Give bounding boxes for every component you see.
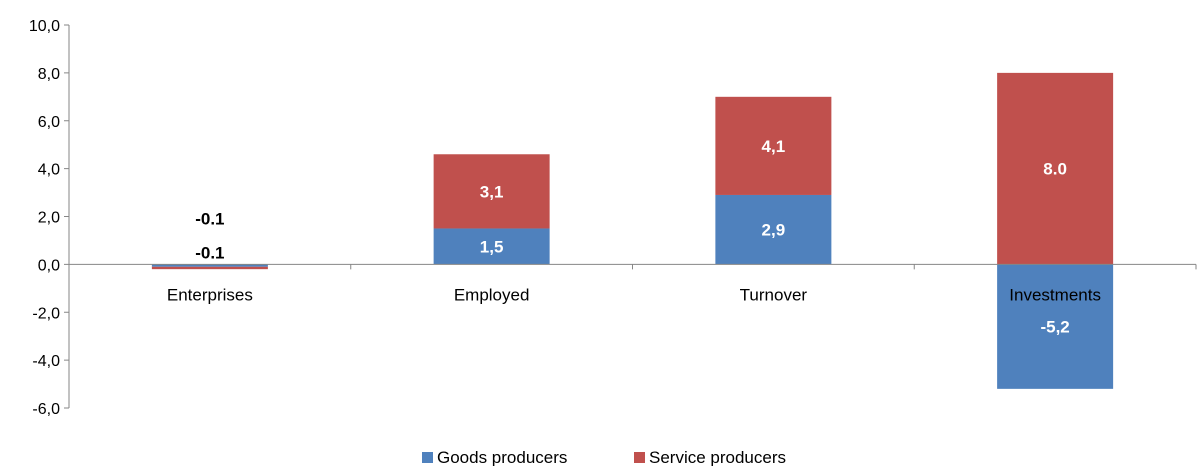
data-label: -5,2 [1040,318,1069,337]
bar-service-producers [151,266,268,270]
bar-service-producers [433,154,550,229]
y-tick-label: 2,0 [38,210,60,227]
y-axis: -6,0 -4,0 -2,0 0,0 2,0 4,0 6,0 8,0 10,0 [29,18,70,418]
bar-service-producers [715,96,832,195]
category-label: Enterprises [167,285,253,304]
legend-swatch-goods [422,452,433,463]
bar-service-producers [997,72,1114,265]
x-axis: Enterprises Employed Turnover Investments [68,263,1197,304]
data-label: 2,9 [762,221,786,240]
data-label: 4,1 [762,137,786,156]
category-label: Employed [454,285,530,304]
data-labels: -0.1 -0.1 1,5 3,1 2,9 4,1 -5,2 8.0 [195,137,1070,337]
legend-label-goods: Goods producers [437,448,567,466]
legend-swatch-service [634,452,645,463]
y-tick-label: 6,0 [38,114,60,131]
data-label: 1,5 [480,237,504,256]
y-tick-label: -2,0 [32,305,60,322]
category-label: Investments [1009,285,1101,304]
data-label: -0.1 [195,243,224,262]
bar-goods-producers [997,264,1114,389]
y-tick-label: 8,0 [38,66,60,83]
category-label: Turnover [740,285,808,304]
y-tick-label: -6,0 [32,401,60,418]
bar-goods-producers [433,228,550,265]
data-label: -0.1 [195,209,224,228]
bars [151,72,1114,389]
data-label: 8.0 [1043,160,1067,179]
data-label: 3,1 [480,182,504,201]
y-tick-label: 4,0 [38,162,60,179]
legend-label-service: Service producers [649,448,786,466]
y-tick-label: 0,0 [38,257,60,274]
bar-goods-producers [151,264,268,267]
y-tick-label: -4,0 [32,353,60,370]
y-tick-label: 10,0 [29,18,60,35]
bar-goods-producers [715,194,832,265]
legend: Goods producers Service producers [422,448,786,466]
